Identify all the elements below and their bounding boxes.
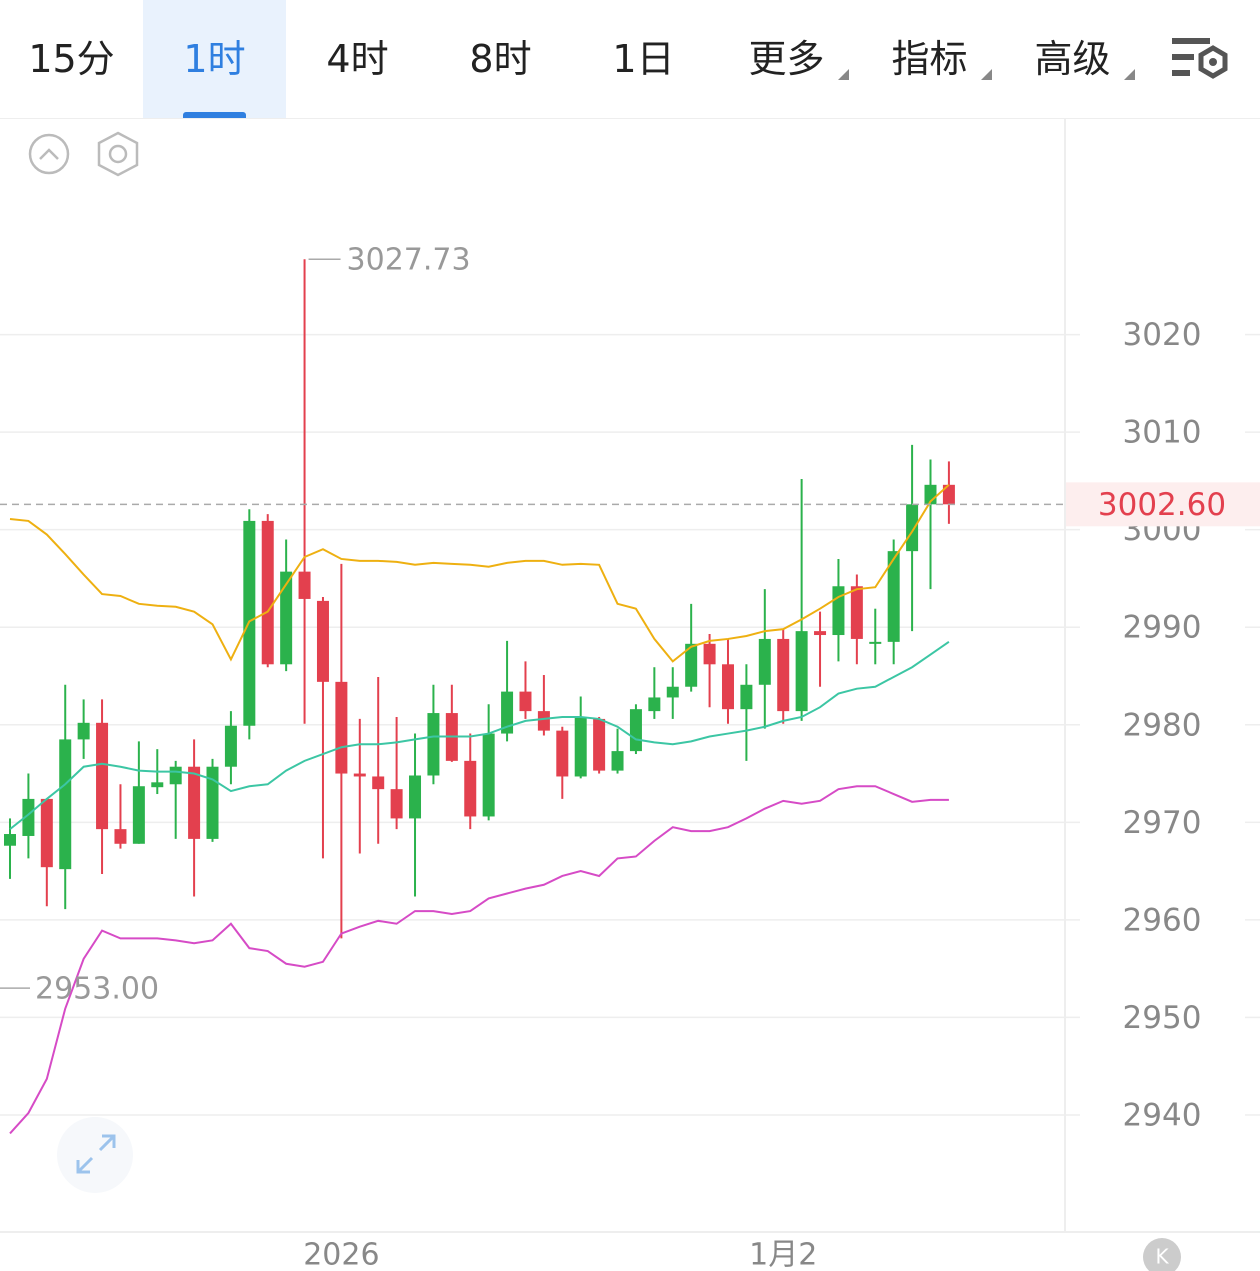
candle-body (224, 725, 237, 767)
candle-body (611, 751, 624, 771)
y-tick-label: 2990 (1123, 610, 1202, 646)
candle-body (942, 484, 955, 505)
candle-body (427, 713, 440, 776)
candle-body (22, 798, 35, 836)
candle-body (96, 722, 109, 830)
candle-body (887, 551, 900, 642)
candle-body (795, 631, 808, 712)
tab[interactable]: 高级 (1034, 37, 1111, 81)
candle-body (666, 686, 679, 698)
candle-body (758, 638, 771, 685)
x-tick-label: 2026 (303, 1238, 379, 1271)
candle-body (316, 600, 329, 682)
candle-body (519, 691, 532, 712)
y-tick-label: 3010 (1123, 415, 1202, 451)
candle-body (685, 643, 698, 687)
indicator-line (9, 484, 950, 663)
annotation: 3027.73 (347, 243, 471, 278)
annotation: 2953.00 (35, 972, 159, 1007)
dropdown-arrow (981, 69, 992, 80)
candle-body (777, 638, 790, 712)
y-tick-label: 2960 (1123, 902, 1202, 938)
y-tick-label: 2940 (1123, 1097, 1202, 1133)
candle-body (169, 766, 182, 785)
y-tick-label: 2970 (1123, 805, 1202, 841)
candle-body (703, 643, 716, 665)
candle-body (574, 716, 587, 777)
indicator-line (9, 641, 950, 830)
candle-body (151, 782, 164, 788)
candle-body (814, 631, 827, 636)
settings-icon[interactable] (97, 131, 139, 177)
indicator-line (9, 785, 949, 1135)
candle-body (132, 786, 145, 844)
candle-body (59, 739, 72, 870)
x-tick-label: 1月2 (749, 1238, 817, 1271)
candle-body (482, 733, 495, 817)
tab[interactable]: 指标 (891, 37, 968, 81)
expand-icon[interactable] (57, 1117, 133, 1193)
toolbar: 15分 1时 4时 8时 1日 更多 指标 高级 (0, 0, 1260, 119)
collapse-icon[interactable] (28, 133, 70, 175)
svg-text:K: K (1155, 1245, 1169, 1269)
candle-body (556, 730, 569, 777)
candle-body (298, 571, 311, 599)
candle-body (850, 586, 863, 639)
candle-body (40, 798, 53, 868)
candle-body (353, 773, 366, 777)
candle-body (593, 718, 606, 771)
y-tick-label: 2950 (1123, 1000, 1202, 1036)
candle-body (409, 775, 422, 819)
candle-body (740, 684, 753, 710)
price-tag (1066, 482, 1260, 527)
candle-body (335, 681, 348, 774)
tab[interactable]: 更多 (748, 37, 825, 81)
k-icon[interactable]: K (1143, 1238, 1181, 1271)
tab[interactable]: 1时 (143, 0, 286, 118)
candle-body (721, 664, 734, 710)
dropdown-arrow (838, 69, 849, 80)
candle-body (261, 520, 274, 665)
tab[interactable]: 8时 (469, 37, 532, 81)
price-label: 3002.60 (1098, 487, 1226, 523)
tab[interactable]: 15分 (28, 37, 115, 81)
candle-body (390, 789, 403, 819)
candle-body (188, 766, 201, 839)
candle-body (280, 571, 293, 665)
dropdown-arrow (1124, 69, 1135, 80)
candle-body (372, 776, 385, 790)
candle-body (832, 586, 845, 636)
y-tick-label: 2980 (1123, 707, 1202, 743)
candle-body (537, 711, 550, 731)
candle-body (629, 709, 642, 752)
candle-body (648, 697, 661, 712)
candle-body (464, 760, 477, 817)
candle-body (501, 691, 514, 734)
y-tick-label: 3020 (1123, 317, 1202, 353)
candle-body (206, 766, 219, 839)
candle-body (906, 504, 919, 552)
candle-body (869, 641, 882, 644)
tab[interactable]: 4时 (326, 37, 389, 81)
candle-body (114, 829, 127, 844)
candle-body (4, 834, 16, 846)
candle-body (77, 722, 90, 740)
settings-icon[interactable] (1170, 34, 1230, 86)
tab[interactable]: 1日 (612, 37, 675, 81)
